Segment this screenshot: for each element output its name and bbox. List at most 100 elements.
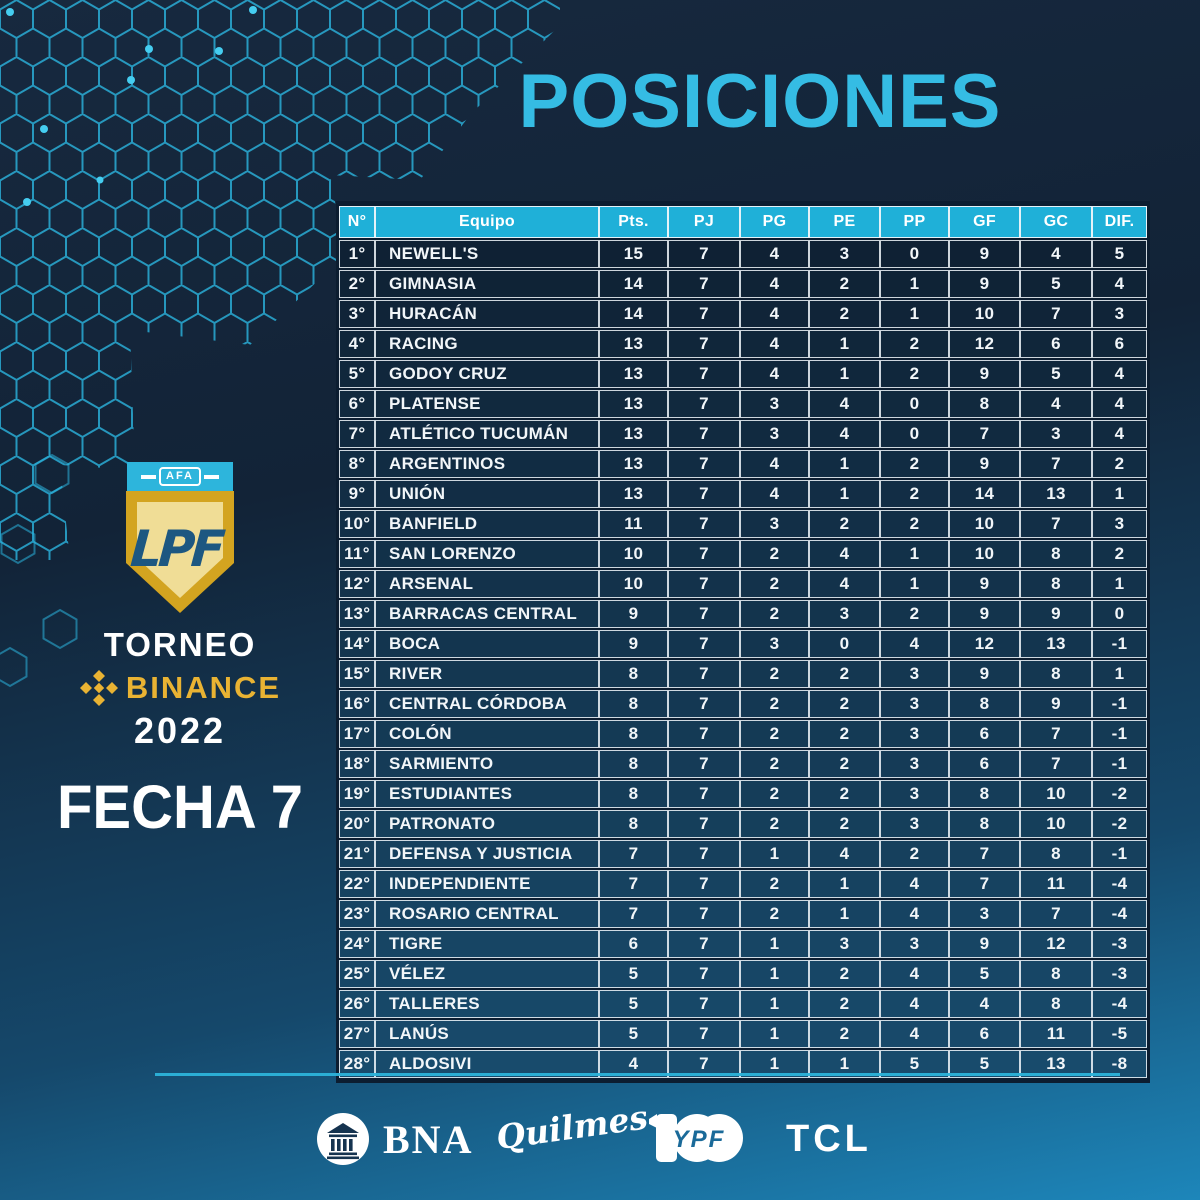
team-cell: UNIÓN <box>375 480 599 508</box>
draw-cell: 1 <box>809 330 880 358</box>
position-cell: 22° <box>339 870 375 898</box>
goal-diff-cell: 1 <box>1092 660 1147 688</box>
table-row: 22° INDEPENDIENTE 7 7 2 1 4 7 11 -4 <box>339 870 1147 898</box>
goal-diff-cell: 3 <box>1092 300 1147 328</box>
lost-cell: 3 <box>880 930 949 958</box>
goals-against-cell: 6 <box>1020 330 1092 358</box>
goal-diff-cell: -1 <box>1092 720 1147 748</box>
goal-diff-cell: 4 <box>1092 420 1147 448</box>
goals-for-cell: 8 <box>949 810 1020 838</box>
position-cell: 20° <box>339 810 375 838</box>
table-row: 1° NEWELL'S 15 7 4 3 0 9 4 5 <box>339 240 1147 268</box>
draw-cell: 2 <box>809 510 880 538</box>
lost-cell: 1 <box>880 270 949 298</box>
won-cell: 4 <box>740 300 809 328</box>
played-cell: 7 <box>668 300 740 328</box>
goals-for-cell: 8 <box>949 690 1020 718</box>
team-cell: BARRACAS CENTRAL <box>375 600 599 628</box>
goal-diff-cell: 4 <box>1092 390 1147 418</box>
points-cell: 8 <box>599 780 668 808</box>
table-row: 8° ARGENTINOS 13 7 4 1 2 9 7 2 <box>339 450 1147 478</box>
goals-against-cell: 7 <box>1020 300 1092 328</box>
won-cell: 2 <box>740 810 809 838</box>
binance-logo-row: BINANCE <box>30 668 330 708</box>
points-cell: 8 <box>599 660 668 688</box>
position-cell: 2° <box>339 270 375 298</box>
lost-cell: 3 <box>880 780 949 808</box>
goals-for-cell: 7 <box>949 840 1020 868</box>
team-cell: PATRONATO <box>375 810 599 838</box>
standings-table: N° Equipo Pts. PJ PG PE PP GF GC DIF. 1° NEWELL'S 1… <box>339 204 1147 1080</box>
team-cell: RIVER <box>375 660 599 688</box>
goals-for-cell: 9 <box>949 600 1020 628</box>
goal-diff-cell: -1 <box>1092 690 1147 718</box>
draw-cell: 1 <box>809 450 880 478</box>
position-cell: 10° <box>339 510 375 538</box>
draw-cell: 2 <box>809 660 880 688</box>
team-cell: GODOY CRUZ <box>375 360 599 388</box>
table-row: 13° BARRACAS CENTRAL 9 7 2 3 2 9 9 0 <box>339 600 1147 628</box>
table-row: 17° COLÓN 8 7 2 2 3 6 7 -1 <box>339 720 1147 748</box>
column-header-gc: GC <box>1020 206 1092 238</box>
points-cell: 5 <box>599 1020 668 1048</box>
position-cell: 23° <box>339 900 375 928</box>
won-cell: 4 <box>740 240 809 268</box>
torneo-label: TORNEO <box>103 626 257 663</box>
lost-cell: 0 <box>880 390 949 418</box>
team-cell: SAN LORENZO <box>375 540 599 568</box>
won-cell: 1 <box>740 960 809 988</box>
goal-diff-cell: -4 <box>1092 900 1147 928</box>
team-cell: TIGRE <box>375 930 599 958</box>
draw-cell: 2 <box>809 780 880 808</box>
goals-against-cell: 3 <box>1020 420 1092 448</box>
played-cell: 7 <box>668 330 740 358</box>
goals-against-cell: 7 <box>1020 510 1092 538</box>
draw-cell: 2 <box>809 720 880 748</box>
goal-diff-cell: 1 <box>1092 480 1147 508</box>
goals-against-cell: 4 <box>1020 240 1092 268</box>
played-cell: 7 <box>668 720 740 748</box>
goals-against-cell: 13 <box>1020 630 1092 658</box>
goals-against-cell: 13 <box>1020 480 1092 508</box>
table-row: 9° UNIÓN 13 7 4 1 2 14 13 1 <box>339 480 1147 508</box>
lost-cell: 4 <box>880 630 949 658</box>
lost-cell: 4 <box>880 960 949 988</box>
draw-cell: 4 <box>809 840 880 868</box>
bank-building-icon <box>317 1113 369 1165</box>
goals-against-cell: 8 <box>1020 840 1092 868</box>
won-cell: 4 <box>740 450 809 478</box>
goal-diff-cell: 2 <box>1092 450 1147 478</box>
team-cell: GIMNASIA <box>375 270 599 298</box>
played-cell: 7 <box>668 240 740 268</box>
position-cell: 27° <box>339 1020 375 1048</box>
points-cell: 10 <box>599 540 668 568</box>
won-cell: 4 <box>740 360 809 388</box>
goal-diff-cell: -2 <box>1092 810 1147 838</box>
table-row: 10° BANFIELD 11 7 3 2 2 10 7 3 <box>339 510 1147 538</box>
lost-cell: 2 <box>880 600 949 628</box>
team-cell: DEFENSA Y JUSTICIA <box>375 840 599 868</box>
draw-cell: 4 <box>809 540 880 568</box>
goal-diff-cell: 2 <box>1092 540 1147 568</box>
hexagon-dots <box>6 6 257 206</box>
played-cell: 7 <box>668 600 740 628</box>
column-header-dif: DIF. <box>1092 206 1147 238</box>
won-cell: 3 <box>740 420 809 448</box>
table-row: 27° LANÚS 5 7 1 2 4 6 11 -5 <box>339 1020 1147 1048</box>
lost-cell: 4 <box>880 990 949 1018</box>
points-cell: 9 <box>599 630 668 658</box>
lost-cell: 0 <box>880 420 949 448</box>
goals-for-cell: 9 <box>949 240 1020 268</box>
goals-for-cell: 7 <box>949 420 1020 448</box>
position-cell: 24° <box>339 930 375 958</box>
played-cell: 7 <box>668 270 740 298</box>
column-header-n: N° <box>339 206 375 238</box>
draw-cell: 2 <box>809 1020 880 1048</box>
table-row: 3° HURACÁN 14 7 4 2 1 10 7 3 <box>339 300 1147 328</box>
goals-against-cell: 10 <box>1020 810 1092 838</box>
position-cell: 17° <box>339 720 375 748</box>
shield-inner <box>137 502 223 598</box>
goals-for-cell: 7 <box>949 870 1020 898</box>
lpf-monogram: LPF <box>129 520 227 578</box>
